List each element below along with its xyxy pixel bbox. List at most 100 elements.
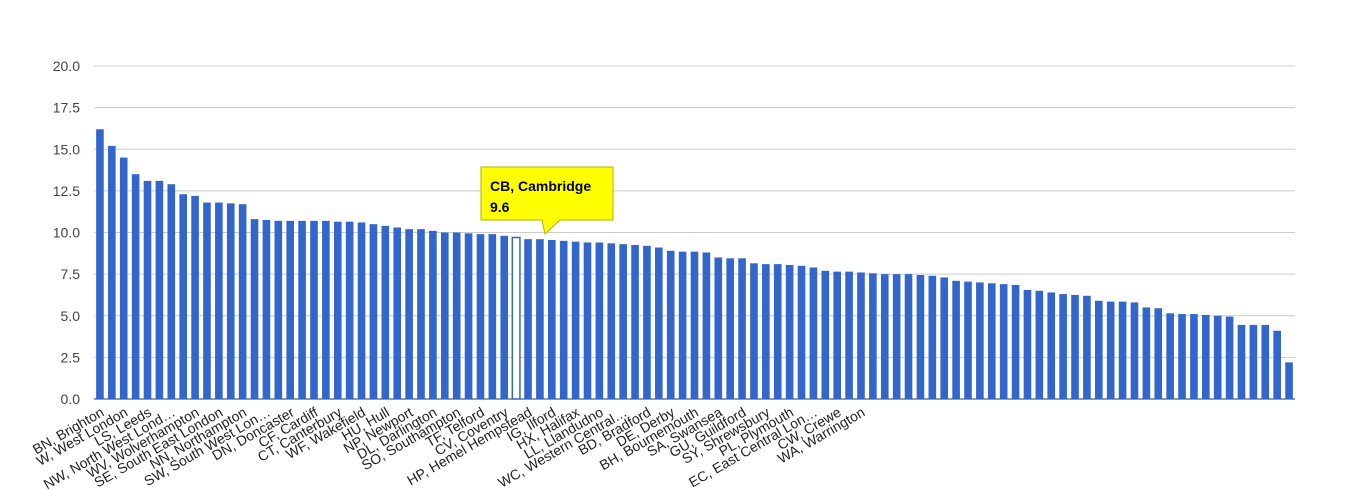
bar[interactable] xyxy=(1261,324,1270,399)
bar[interactable] xyxy=(1190,314,1198,399)
bar[interactable] xyxy=(976,282,984,399)
bar[interactable] xyxy=(440,232,449,400)
bar[interactable] xyxy=(1118,301,1127,399)
bar[interactable] xyxy=(476,234,485,399)
bar[interactable] xyxy=(393,227,402,400)
bar[interactable] xyxy=(191,195,199,399)
bar[interactable] xyxy=(369,224,378,399)
bar[interactable] xyxy=(417,229,425,399)
bar[interactable] xyxy=(1106,301,1115,399)
bar[interactable] xyxy=(999,284,1008,399)
bar[interactable] xyxy=(1285,362,1293,399)
bar[interactable] xyxy=(1237,324,1246,399)
bar[interactable] xyxy=(559,240,568,399)
bar[interactable] xyxy=(1094,300,1103,399)
bar[interactable] xyxy=(726,258,734,399)
bar[interactable] xyxy=(762,264,770,399)
bar[interactable] xyxy=(452,232,461,400)
bar[interactable] xyxy=(964,281,972,399)
bar[interactable] xyxy=(892,274,901,400)
bar[interactable] xyxy=(381,225,390,399)
bar[interactable] xyxy=(1225,316,1234,399)
bar[interactable] xyxy=(845,271,853,399)
bar[interactable] xyxy=(286,220,295,399)
bar[interactable] xyxy=(1166,313,1174,399)
bar[interactable] xyxy=(1249,324,1258,399)
bar[interactable] xyxy=(857,272,865,399)
bar[interactable] xyxy=(524,239,532,399)
bar[interactable] xyxy=(548,239,556,399)
bar[interactable] xyxy=(1047,292,1056,399)
bar[interactable] xyxy=(1011,284,1020,399)
bar[interactable] xyxy=(738,258,746,399)
bar[interactable] xyxy=(405,229,413,399)
bar[interactable] xyxy=(357,222,366,399)
bar[interactable] xyxy=(155,180,164,399)
bar[interactable] xyxy=(322,220,330,399)
bar[interactable] xyxy=(1083,295,1091,399)
bar[interactable] xyxy=(488,234,497,399)
bar[interactable] xyxy=(108,145,116,399)
bar[interactable] xyxy=(904,274,913,400)
bar[interactable] xyxy=(821,270,830,399)
bar[interactable] xyxy=(167,184,176,399)
bar[interactable] xyxy=(880,274,889,400)
bar[interactable] xyxy=(785,264,794,399)
bar[interactable] xyxy=(274,220,283,399)
bar[interactable] xyxy=(1059,294,1067,399)
bar[interactable] xyxy=(1071,294,1079,399)
bar[interactable] xyxy=(571,241,580,399)
bar[interactable] xyxy=(429,230,437,399)
bar[interactable] xyxy=(262,220,271,399)
bar[interactable] xyxy=(952,280,960,399)
bar[interactable] xyxy=(215,202,223,399)
bar[interactable] xyxy=(500,235,509,399)
bar[interactable] xyxy=(987,283,996,399)
bar[interactable] xyxy=(131,174,140,399)
bar[interactable] xyxy=(536,239,544,399)
bar[interactable] xyxy=(690,251,699,399)
bar[interactable] xyxy=(226,203,235,399)
bar[interactable] xyxy=(595,242,604,399)
bar[interactable] xyxy=(333,221,342,399)
bar[interactable] xyxy=(238,204,247,399)
bar[interactable] xyxy=(833,271,841,399)
bar[interactable] xyxy=(179,194,187,399)
bar[interactable] xyxy=(310,220,318,399)
bar[interactable] xyxy=(643,245,651,399)
bar[interactable] xyxy=(143,180,152,399)
bar[interactable] xyxy=(773,264,782,399)
bar[interactable] xyxy=(1154,308,1163,399)
bar[interactable] xyxy=(1273,330,1281,399)
bar[interactable] xyxy=(750,263,758,399)
bar[interactable] xyxy=(1142,307,1151,399)
bar[interactable] xyxy=(345,221,354,399)
bar[interactable] xyxy=(1035,290,1044,399)
bar[interactable] xyxy=(631,244,639,399)
bar[interactable] xyxy=(119,157,128,399)
bar[interactable] xyxy=(940,277,949,399)
bar[interactable] xyxy=(714,257,723,399)
bar[interactable] xyxy=(619,244,627,399)
bar[interactable] xyxy=(298,220,306,399)
bar[interactable] xyxy=(96,129,104,399)
bar[interactable] xyxy=(797,265,806,399)
bar[interactable] xyxy=(607,243,616,399)
bar[interactable] xyxy=(928,275,937,399)
bar[interactable] xyxy=(1130,302,1139,399)
bar[interactable] xyxy=(916,274,925,399)
bar[interactable] xyxy=(1202,314,1210,399)
bar[interactable] xyxy=(655,247,663,399)
bar[interactable] xyxy=(1178,314,1186,399)
bar[interactable] xyxy=(702,252,711,399)
bar[interactable] xyxy=(666,250,675,399)
bar[interactable] xyxy=(809,267,818,399)
bar[interactable] xyxy=(583,242,592,399)
bar[interactable] xyxy=(464,233,473,399)
bar[interactable] xyxy=(1023,289,1032,399)
bar[interactable] xyxy=(869,273,877,399)
bar[interactable] xyxy=(250,219,259,399)
bar-highlighted[interactable] xyxy=(511,236,521,400)
bar[interactable] xyxy=(203,202,211,399)
bar[interactable] xyxy=(1213,315,1222,399)
